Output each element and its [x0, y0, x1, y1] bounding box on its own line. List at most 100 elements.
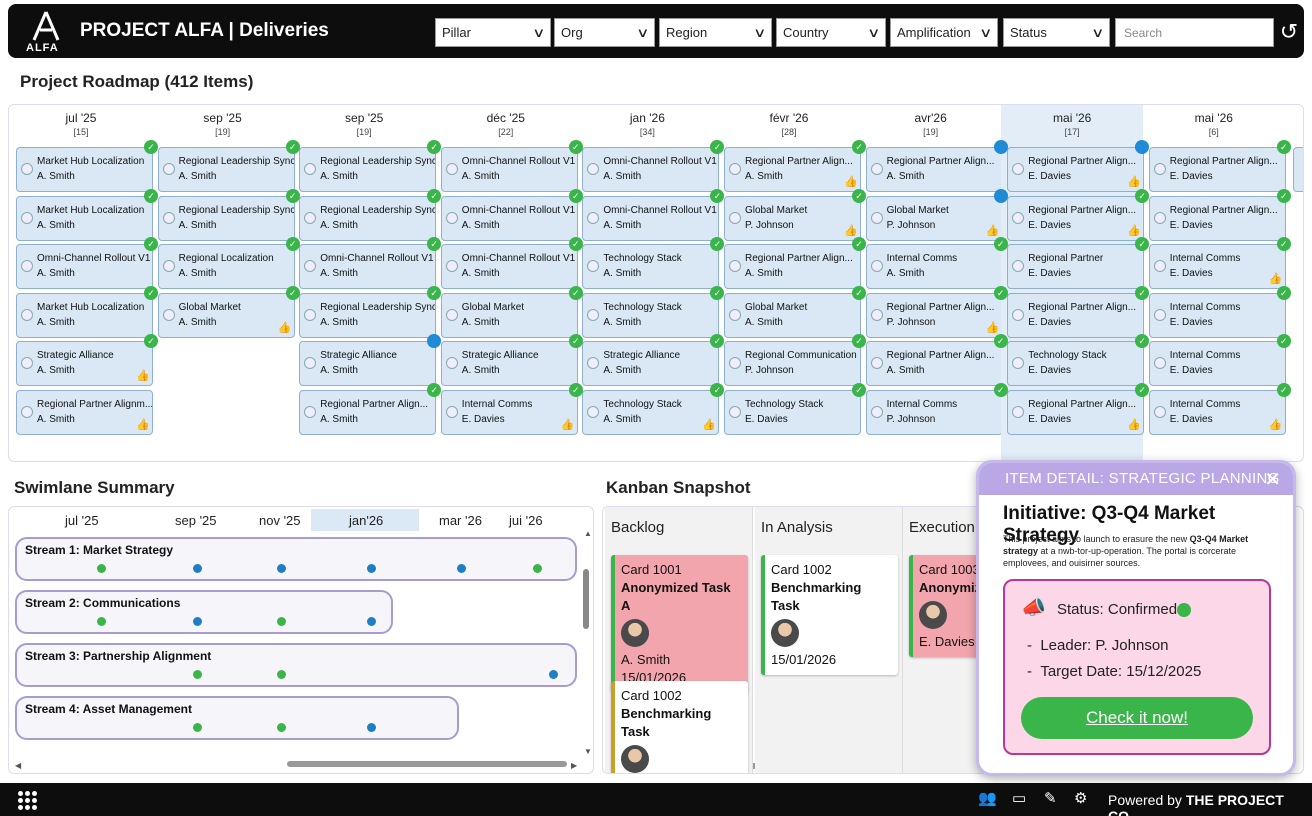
roadmap-card[interactable]: Regional Leadership Sync A. Smith — [157, 147, 295, 192]
roadmap-card[interactable]: Technology Stack A. Smith — [582, 292, 720, 338]
scroll-down-icon[interactable]: ▼ — [584, 747, 592, 756]
roadmap-card[interactable]: Regional Partner Align... E. Davies — [1007, 389, 1145, 435]
roadmap-card[interactable]: Regional Communication P. Johnson — [724, 341, 861, 386]
swimlane-lane[interactable]: Stream 3: Partnership Alignment — [15, 643, 577, 687]
swimlane-lane[interactable]: Stream 4: Asset Management — [15, 696, 459, 740]
roadmap-card[interactable]: Global Market A. Smith — [440, 292, 578, 338]
roadmap-card[interactable]: Regional Partner Align... A. Smith — [299, 389, 437, 435]
roadmap-card[interactable]: Regional Partner Align... E. Davies — [1007, 195, 1145, 241]
roadmap-card[interactable]: Market Hub Localization A. Smith — [16, 147, 153, 192]
roadmap-card[interactable]: Regional Leadership Sync A. Smith — [299, 292, 437, 338]
kanban-card[interactable]: Card 1002 Benchmarking Task — [611, 681, 748, 773]
roadmap-card[interactable]: Internal Comms P. Johnson — [865, 389, 1003, 435]
users-icon[interactable]: 👥 — [978, 790, 997, 807]
scroll-left-icon[interactable]: ◀ — [15, 761, 22, 770]
roadmap-card[interactable]: Market Hub Localization A. Smith — [16, 195, 153, 241]
milestone-dot[interactable] — [277, 723, 286, 732]
roadmap-card-partial[interactable] — [1293, 147, 1303, 192]
roadmap-card[interactable]: Omni-Channel Rollout V1 A. Smith — [299, 244, 437, 289]
roadmap-card[interactable]: Regional Partner Align... P. Johnson — [865, 292, 1003, 338]
roadmap-card[interactable]: Regional Leadership Sync A. Smith — [299, 195, 437, 241]
milestone-dot[interactable] — [549, 670, 558, 679]
roadmap-card[interactable]: Global Market P. Johnson — [724, 195, 861, 241]
milestone-dot[interactable] — [193, 617, 202, 626]
milestone-dot[interactable] — [193, 723, 202, 732]
roadmap-card[interactable]: Global Market P. Johnson — [865, 195, 1003, 241]
card-owner: A. Smith — [745, 171, 783, 182]
roadmap-card[interactable]: Regional Partner Align... A. Smith — [865, 147, 1003, 192]
filter-dropdown[interactable]: Amplification ∨ — [890, 18, 998, 47]
roadmap-card[interactable]: Internal Comms E. Davies — [1148, 292, 1286, 338]
reset-icon[interactable]: ↺ — [1279, 19, 1299, 44]
roadmap-card[interactable]: Strategic Alliance A. Smith — [440, 341, 578, 386]
roadmap-card[interactable]: Regional Partner Alignm... A. Smith — [16, 389, 153, 435]
roadmap-card[interactable]: Internal Comms E. Davies — [1148, 389, 1286, 435]
roadmap-card[interactable]: Strategic Alliance A. Smith — [299, 341, 437, 386]
roadmap-card[interactable]: Technology Stack E. Davies — [724, 389, 861, 435]
filter-dropdown[interactable]: Status ∨ — [1003, 18, 1110, 47]
check-it-now-button[interactable]: Check it now! — [1021, 697, 1253, 739]
kanban-card[interactable]: Card 1002 Benchmarking Task 15/01/2026 — [761, 555, 898, 675]
roadmap-card[interactable]: Omni-Channel Rollout V1 A. Smith — [16, 244, 153, 289]
milestone-dot[interactable] — [193, 564, 202, 573]
card-title: Strategic Alliance — [603, 350, 681, 361]
gear-icon[interactable]: ⚙ — [1074, 790, 1088, 807]
scroll-up-icon[interactable]: ▲ — [584, 529, 592, 538]
scroll-right-icon[interactable]: ▶ — [571, 761, 578, 770]
roadmap-card[interactable]: Internal Comms A. Smith — [865, 244, 1003, 289]
milestone-dot[interactable] — [277, 670, 286, 679]
app-grid-icon[interactable] — [18, 791, 38, 810]
horizontal-scrollbar[interactable] — [287, 761, 567, 767]
roadmap-card[interactable]: Technology Stack A. Smith — [582, 244, 720, 289]
roadmap-card[interactable]: Market Hub Localization A. Smith — [16, 292, 153, 338]
swimlane-lane[interactable]: Stream 1: Market Strategy — [15, 537, 577, 581]
roadmap-card[interactable]: Technology Stack A. Smith — [582, 389, 720, 435]
swimlane-lane[interactable]: Stream 2: Communications — [15, 590, 393, 634]
milestone-dot[interactable] — [97, 564, 106, 573]
roadmap-card[interactable]: Regional Partner Align... E. Davies — [1148, 147, 1286, 192]
roadmap-card[interactable]: Regional Partner Align... E. Davies — [1007, 147, 1145, 192]
milestone-dot[interactable] — [277, 564, 286, 573]
filter-dropdown[interactable]: Org ∨ — [554, 18, 655, 47]
milestone-dot[interactable] — [533, 564, 542, 573]
filter-dropdown[interactable]: Region ∨ — [659, 18, 772, 47]
roadmap-card[interactable]: Regional Partner Align... E. Davies — [1007, 292, 1145, 338]
search-input[interactable]: Search — [1115, 18, 1274, 47]
roadmap-card[interactable]: Regional Partner E. Davies — [1007, 244, 1145, 289]
roadmap-card[interactable]: Internal Comms E. Davies — [1148, 244, 1286, 289]
roadmap-card[interactable]: Regional Leadership Sync A. Smith — [157, 195, 295, 241]
roadmap-card[interactable]: Omni-Channel Rollout V1 A. Smith — [582, 195, 720, 241]
roadmap-card[interactable]: Omni-Channel Rollout V1 A. Smith — [582, 147, 720, 192]
milestone-dot[interactable] — [277, 617, 286, 626]
milestone-dot[interactable] — [367, 723, 376, 732]
filter-dropdown[interactable]: Country ∨ — [776, 18, 886, 47]
milestone-dot[interactable] — [97, 617, 106, 626]
present-icon[interactable]: ▭ — [1012, 790, 1027, 807]
roadmap-card[interactable]: Strategic Alliance A. Smith — [16, 341, 153, 386]
roadmap-card[interactable]: Regional Localization A. Smith — [157, 244, 295, 289]
close-icon[interactable]: ✕ — [1264, 469, 1281, 491]
roadmap-card[interactable]: Internal Comms E. Davies — [440, 389, 578, 435]
roadmap-card[interactable]: Regional Leadership Sync A. Smith — [299, 147, 437, 192]
roadmap-card[interactable]: Omni-Channel Rollout V1 A. Smith — [440, 195, 578, 241]
roadmap-card[interactable]: Global Market A. Smith — [157, 292, 295, 338]
milestone-dot[interactable] — [457, 564, 466, 573]
roadmap-card[interactable]: Omni-Channel Rollout V1 A. Smith — [440, 147, 578, 192]
roadmap-card[interactable]: Regional Partner Align... A. Smith — [724, 147, 861, 192]
roadmap-card[interactable]: Regional Partner Align... A. Smith — [724, 244, 861, 289]
roadmap-card[interactable]: Omni-Channel Rollout V1 A. Smith — [440, 244, 578, 289]
roadmap-card[interactable]: Technology Stack E. Davies — [1007, 341, 1145, 386]
edit-icon[interactable]: ✎ — [1044, 790, 1057, 807]
roadmap-card[interactable]: Internal Comms E. Davies — [1148, 341, 1286, 386]
roadmap-card[interactable]: Regional Partner Align... A. Smith — [865, 341, 1003, 386]
roadmap-card[interactable]: Global Market A. Smith — [724, 292, 861, 338]
kanban-card[interactable]: Card 1001 Anonymized Task A A. Smith 15/01/… — [611, 555, 748, 693]
milestone-dot[interactable] — [367, 564, 376, 573]
filter-dropdown[interactable]: Pillar ∨ — [435, 18, 551, 47]
milestone-dot[interactable] — [367, 617, 376, 626]
column-header: sep '25 [19] — [152, 111, 294, 139]
milestone-dot[interactable] — [193, 670, 202, 679]
roadmap-card[interactable]: Strategic Alliance A. Smith — [582, 341, 720, 386]
roadmap-card[interactable]: Regional Partner Align... E. Davies — [1148, 195, 1286, 241]
vertical-scrollbar[interactable] — [583, 541, 589, 761]
